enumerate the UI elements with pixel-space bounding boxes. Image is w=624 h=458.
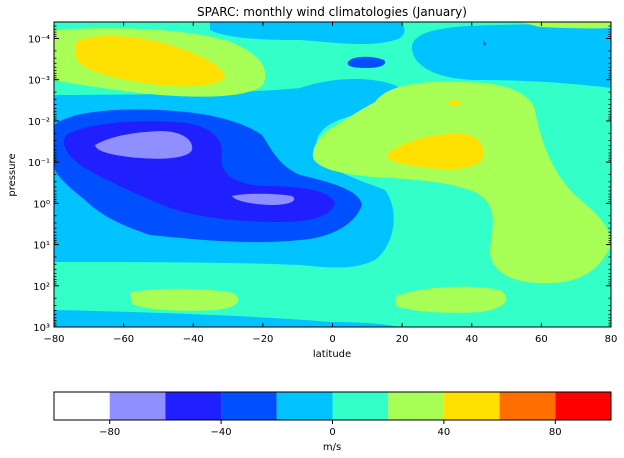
chart-title: SPARC: monthly wind climatologies (Janua… xyxy=(197,5,467,19)
level-band-20-40 xyxy=(520,22,611,29)
x-tick-label: −80 xyxy=(43,334,64,345)
y-tick-label: 10⁰ xyxy=(33,199,50,210)
colorbar-tick-label: −40 xyxy=(211,427,232,438)
x-tick-label: −40 xyxy=(183,334,204,345)
colorbar-swatch xyxy=(443,392,500,420)
colorbar-ticks: −80 −40 0 40 80 xyxy=(99,420,562,438)
level-band-40-60 xyxy=(387,133,484,170)
colorbar-tick-label: −80 xyxy=(99,427,120,438)
y-tick-label: 10² xyxy=(33,282,50,293)
colorbar-swatch xyxy=(221,392,277,420)
level-band-minus40-minus20 xyxy=(483,40,486,46)
colorbar-swatch xyxy=(165,392,222,420)
colorbar-swatch xyxy=(555,392,611,420)
colorbar-swatch xyxy=(332,392,389,420)
y-tick-label: 10³ xyxy=(33,323,50,334)
colorbar-swatch xyxy=(276,392,333,420)
x-tick-label: 0 xyxy=(329,334,335,345)
level-band-minus20-0 xyxy=(411,22,611,88)
colorbar-tick-label: 80 xyxy=(549,427,562,438)
y-tick-label: 10¹ xyxy=(33,241,50,252)
colorbar-label: m/s xyxy=(323,442,341,453)
level-band-minus80-minus60 xyxy=(232,193,295,205)
colorbar-swatch xyxy=(388,392,444,420)
colorbar-swatch xyxy=(499,392,556,420)
level-band-minus40-minus20 xyxy=(347,56,386,68)
level-band-40-60 xyxy=(448,100,461,107)
level-band-minus20-0 xyxy=(54,310,400,327)
level-band-minus80-minus60 xyxy=(95,131,193,159)
y-tick-label: 10⁻² xyxy=(28,117,50,128)
x-tick-label: −60 xyxy=(113,334,134,345)
level-band-20-40 xyxy=(130,288,239,311)
colorbar-tick-label: 40 xyxy=(438,427,451,438)
y-axis: 10⁻⁴ 10⁻³ 10⁻² 10⁻¹ 10⁰ 10¹ 10² 10³ xyxy=(28,21,611,334)
level-band-20-40 xyxy=(312,81,611,284)
y-axis-label: pressure xyxy=(7,153,18,196)
level-band-20-40 xyxy=(395,286,507,313)
x-tick-label: 60 xyxy=(535,334,548,345)
x-axis-label: latitude xyxy=(313,349,351,360)
x-axis: −80 −60 −40 −20 0 20 40 60 80 xyxy=(43,22,617,345)
contour-plot xyxy=(54,22,611,327)
level-band-40-60 xyxy=(76,36,225,87)
x-tick-label: 20 xyxy=(396,334,409,345)
y-tick-label: 10⁻⁴ xyxy=(28,34,50,45)
y-tick-label: 10⁻³ xyxy=(28,76,50,87)
colorbar-swatch xyxy=(54,392,110,420)
colorbar xyxy=(54,392,611,420)
colorbar-swatch xyxy=(109,392,166,420)
level-band-minus20-0 xyxy=(210,22,405,45)
colorbar-tick-label: 0 xyxy=(329,427,335,438)
x-tick-label: −20 xyxy=(252,334,273,345)
x-tick-label: 80 xyxy=(605,334,618,345)
x-tick-label: 40 xyxy=(465,334,478,345)
y-tick-label: 10⁻¹ xyxy=(28,158,50,169)
